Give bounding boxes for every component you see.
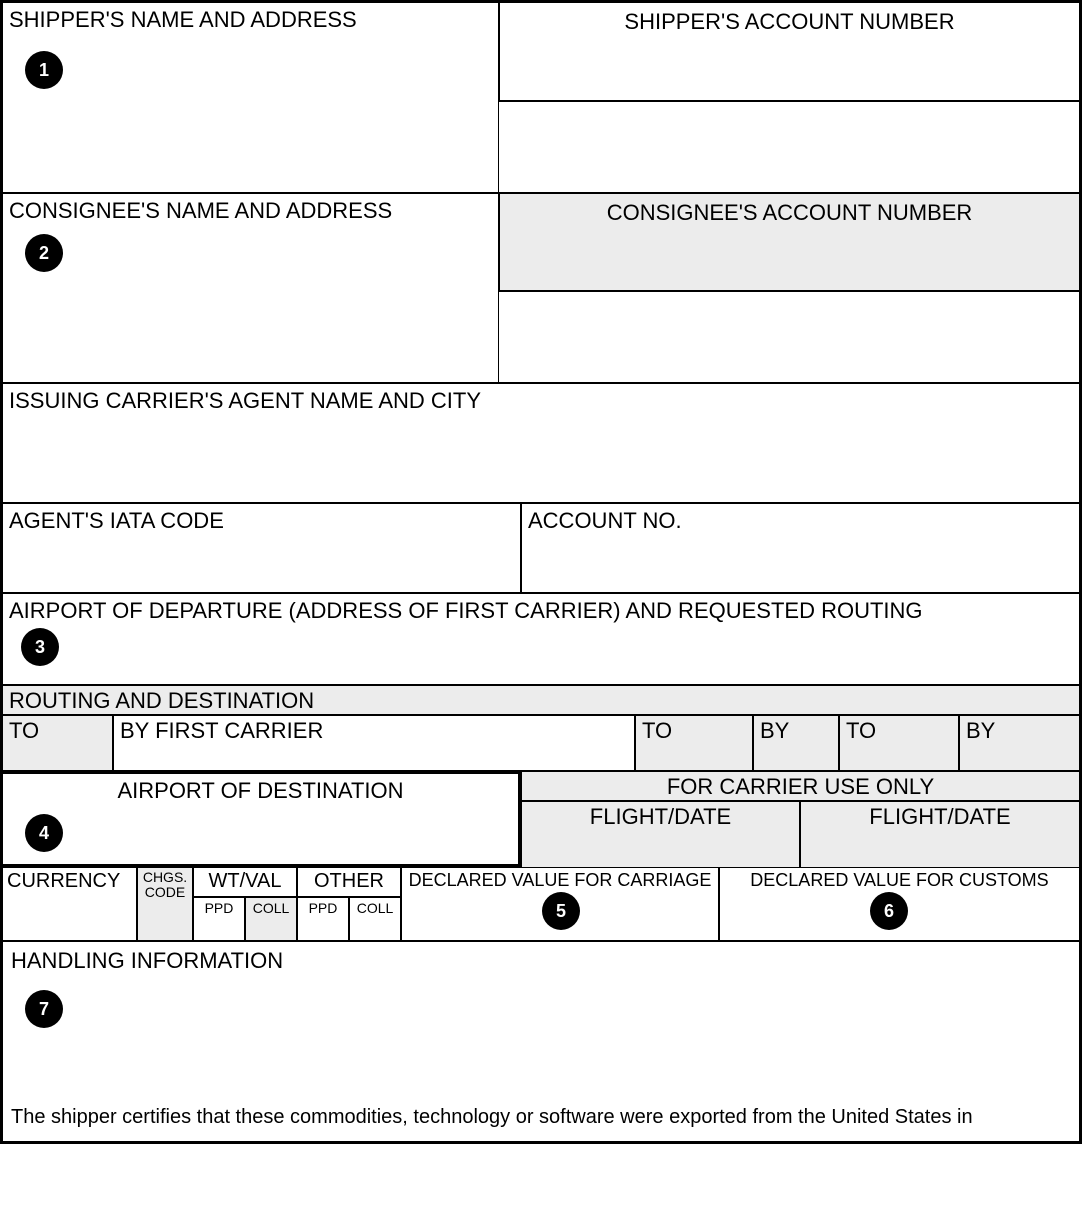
decl-customs-cell: DECLARED VALUE FOR CUSTOMS 6 (719, 867, 1079, 941)
account-no-label: ACCOUNT NO. (528, 508, 1073, 534)
badge-6: 6 (870, 892, 908, 930)
carrier-use-cell: FOR CARRIER USE ONLY (521, 771, 1079, 801)
routing-to3-cell: TO (839, 715, 959, 771)
routing-to1-label: TO (9, 718, 106, 744)
consignee-name-address-label: CONSIGNEE'S NAME AND ADDRESS (9, 198, 492, 224)
handling-cell: HANDLING INFORMATION 7 The shipper certi… (3, 941, 1079, 1141)
shipper-name-address-label: SHIPPER'S NAME AND ADDRESS (9, 7, 492, 33)
routing-by3-label: BY (966, 718, 1073, 744)
decl-customs-label: DECLARED VALUE FOR CUSTOMS (724, 870, 1075, 891)
currency-label: CURRENCY (7, 870, 132, 893)
flight-date1-cell: FLIGHT/DATE (521, 801, 800, 867)
flight-date1-label: FLIGHT/DATE (528, 804, 793, 830)
airport-destination-cell: AIRPORT OF DESTINATION 4 (3, 771, 521, 867)
ppd1-label: PPD (196, 900, 242, 916)
routing-header-label: ROUTING AND DESTINATION (9, 688, 1073, 714)
badge-1: 1 (25, 51, 63, 89)
flight-date2-label: FLIGHT/DATE (807, 804, 1073, 830)
routing-subrow: TO BY FIRST CARRIER TO BY TO BY (3, 715, 1079, 771)
chgs-code-cell: CHGS. CODE (137, 867, 193, 941)
badge-7: 7 (25, 990, 63, 1028)
account-no-cell: ACCOUNT NO. (521, 503, 1079, 593)
coll2-cell: COLL (349, 897, 401, 941)
chgs-code-label: CHGS. CODE (140, 870, 190, 901)
shipper-row: SHIPPER'S NAME AND ADDRESS 1 SHIPPER'S A… (3, 3, 1079, 193)
consignee-row: CONSIGNEE'S NAME AND ADDRESS 2 CONSIGNEE… (3, 193, 1079, 383)
consignee-name-address-cell: CONSIGNEE'S NAME AND ADDRESS 2 (3, 193, 499, 383)
badge-3: 3 (21, 628, 59, 666)
routing-by2-label: BY (760, 718, 832, 744)
badge-5: 5 (542, 892, 580, 930)
consignee-account-cell: CONSIGNEE'S ACCOUNT NUMBER (499, 193, 1079, 291)
routing-by2-cell: BY (753, 715, 839, 771)
charges-row: CURRENCY CHGS. CODE WT/VAL PPD COLL OTHE… (3, 867, 1079, 941)
routing-to2-cell: TO (635, 715, 753, 771)
currency-cell: CURRENCY (3, 867, 137, 941)
shipper-account-cell: SHIPPER'S ACCOUNT NUMBER (499, 3, 1079, 101)
departure-cell: AIRPORT OF DEPARTURE (ADDRESS OF FIRST C… (3, 593, 1079, 685)
coll1-label: COLL (248, 900, 294, 916)
routing-header-cell: ROUTING AND DESTINATION (3, 685, 1079, 715)
carrier-use-label: FOR CARRIER USE ONLY (528, 774, 1073, 800)
consignee-account-label: CONSIGNEE'S ACCOUNT NUMBER (506, 198, 1073, 226)
other-label: OTHER (300, 870, 398, 893)
departure-label: AIRPORT OF DEPARTURE (ADDRESS OF FIRST C… (9, 598, 1073, 624)
iata-account-row: AGENT'S IATA CODE ACCOUNT NO. (3, 503, 1079, 593)
routing-to1-cell: TO (3, 715, 113, 771)
routing-by3-cell: BY (959, 715, 1079, 771)
handling-label: HANDLING INFORMATION (11, 948, 1071, 974)
carrier-agent-label: ISSUING CARRIER'S AGENT NAME AND CITY (9, 388, 1073, 414)
routing-to3-label: TO (846, 718, 952, 744)
wtval-label: WT/VAL (196, 870, 294, 893)
badge-2: 2 (25, 234, 63, 272)
airport-destination-label: AIRPORT OF DESTINATION (9, 778, 512, 804)
coll1-cell: COLL (245, 897, 297, 941)
badge-4: 4 (25, 814, 63, 852)
air-waybill-form: SHIPPER'S NAME AND ADDRESS 1 SHIPPER'S A… (0, 0, 1082, 1144)
routing-byfirst-label: BY FIRST CARRIER (120, 718, 628, 744)
ppd2-label: PPD (300, 900, 346, 916)
consignee-blank-cell (499, 291, 1079, 383)
iata-code-cell: AGENT'S IATA CODE (3, 503, 521, 593)
routing-byfirst-cell: BY FIRST CARRIER (113, 715, 635, 771)
shipper-name-address-cell: SHIPPER'S NAME AND ADDRESS 1 (3, 3, 499, 193)
ppd1-cell: PPD (193, 897, 245, 941)
carrier-agent-cell: ISSUING CARRIER'S AGENT NAME AND CITY (3, 383, 1079, 503)
routing-to2-label: TO (642, 718, 746, 744)
ppd2-cell: PPD (297, 897, 349, 941)
cert-text: The shipper certifies that these commodi… (3, 1100, 1079, 1135)
coll2-label: COLL (352, 900, 398, 916)
decl-carriage-label: DECLARED VALUE FOR CARRIAGE (406, 870, 714, 891)
iata-code-label: AGENT'S IATA CODE (9, 508, 514, 534)
shipper-account-label: SHIPPER'S ACCOUNT NUMBER (506, 7, 1073, 35)
flight-date2-cell: FLIGHT/DATE (800, 801, 1079, 867)
decl-carriage-cell: DECLARED VALUE FOR CARRIAGE 5 (401, 867, 719, 941)
shipper-blank-cell (499, 101, 1079, 193)
other-cell: OTHER (297, 867, 401, 897)
wtval-cell: WT/VAL (193, 867, 297, 897)
destination-row: AIRPORT OF DESTINATION 4 FOR CARRIER USE… (3, 771, 1079, 867)
